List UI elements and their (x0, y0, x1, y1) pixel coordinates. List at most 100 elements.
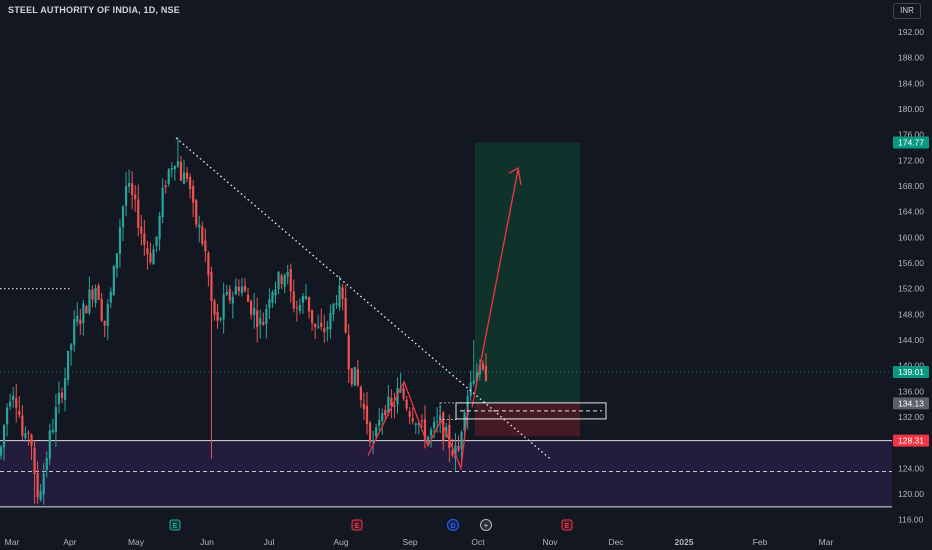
price-tick-label: 184.00 (898, 78, 924, 88)
candle-body (106, 304, 109, 326)
event-marker-label: E (173, 523, 178, 530)
price-tick-label: 160.00 (898, 232, 924, 242)
candle-body (250, 300, 253, 315)
projection-arrow-head (508, 167, 522, 185)
time-tick-label: Feb (753, 537, 768, 547)
event-marker-label: E (355, 523, 360, 530)
candle-body (262, 321, 265, 325)
price-tick-label: 136.00 (898, 386, 924, 396)
candle-body (201, 226, 204, 244)
candle-body (79, 319, 82, 325)
candle-body (304, 296, 308, 300)
candle-body (109, 291, 112, 303)
candle-body (341, 287, 344, 300)
candle-body (387, 396, 390, 413)
candle-body (82, 303, 85, 323)
candle-body (134, 194, 137, 200)
candle-body (326, 326, 329, 330)
drawings-layer (0, 137, 607, 471)
price-tick-label: 116.00 (898, 515, 924, 525)
candle-body (414, 423, 417, 425)
candle-body (271, 291, 274, 303)
candle-body (277, 272, 280, 290)
price-tag-label: 134.13 (898, 398, 924, 408)
candle-body (30, 434, 33, 446)
candle-body (185, 172, 189, 179)
candle-body (350, 368, 353, 385)
candle-body (155, 236, 158, 247)
candle-body (381, 413, 384, 421)
event-marker (169, 519, 181, 531)
candle-body (280, 275, 283, 284)
candle-body (118, 227, 122, 254)
candle-body (405, 399, 408, 409)
support-zone (0, 440, 892, 507)
candle-body (18, 410, 21, 416)
candle-body (314, 323, 317, 328)
candle-body (51, 430, 54, 433)
event-marker (447, 519, 459, 531)
price-tag-target (893, 136, 929, 149)
candle-body (63, 378, 67, 401)
event-markers: E E D + E (169, 519, 573, 531)
zigzag-pattern (367, 380, 469, 471)
candle-body (57, 392, 61, 404)
candle-body (131, 183, 134, 196)
stop-zone (475, 403, 580, 437)
time-tick-label: May (128, 537, 145, 547)
candle-body (76, 315, 79, 323)
candle-body (292, 291, 295, 309)
price-tick-label: 152.00 (898, 284, 924, 294)
candle-body (115, 253, 118, 269)
candle-body (36, 473, 39, 498)
candle-body (228, 288, 231, 301)
candle-body (457, 445, 460, 451)
target-zone (475, 142, 580, 404)
candle-body (167, 169, 170, 185)
candle-body (42, 473, 45, 495)
candle-body (54, 407, 57, 432)
price-tick-label: 132.00 (898, 412, 924, 422)
candle-body (27, 432, 30, 434)
price-tick-label: 168.00 (898, 181, 924, 191)
candle-body (344, 298, 347, 333)
candle-body (283, 275, 286, 287)
price-tag-label: 128.31 (898, 436, 924, 446)
price-tag-label: 174.77 (898, 138, 924, 148)
candle-body (213, 300, 216, 315)
candle-body (2, 425, 6, 448)
price-tick-label: 172.00 (898, 155, 924, 165)
price-tick-label: 180.00 (898, 104, 924, 114)
time-tick-label: Aug (333, 537, 348, 547)
candle-body (204, 240, 207, 252)
candle-body (384, 409, 387, 416)
candle-body (353, 366, 356, 386)
candle-body (390, 397, 393, 406)
time-tick-label: Oct (471, 537, 485, 547)
zones-layer (0, 142, 892, 508)
candle-body (70, 344, 73, 351)
descending-trendline (175, 137, 551, 460)
candle-body (207, 253, 210, 276)
candle-body (219, 318, 222, 320)
candle-body (0, 446, 3, 456)
candle-body (6, 407, 9, 425)
candle-body (152, 249, 155, 265)
candle-body (469, 382, 472, 396)
entry-box (455, 402, 607, 420)
candle-body (164, 185, 167, 188)
candle-body (12, 395, 15, 401)
candle-body (451, 451, 454, 456)
candle-body (378, 419, 381, 426)
currency-button[interactable]: INR (893, 3, 921, 19)
time-tick-label: Sep (402, 537, 417, 547)
candle-body (192, 186, 195, 203)
candle-body (417, 422, 420, 426)
candle-body (335, 303, 338, 306)
candle-body (189, 176, 192, 190)
candle-body (301, 296, 305, 303)
candle-body (402, 388, 405, 399)
candle-body (124, 186, 128, 206)
event-marker-label: D (450, 523, 455, 530)
